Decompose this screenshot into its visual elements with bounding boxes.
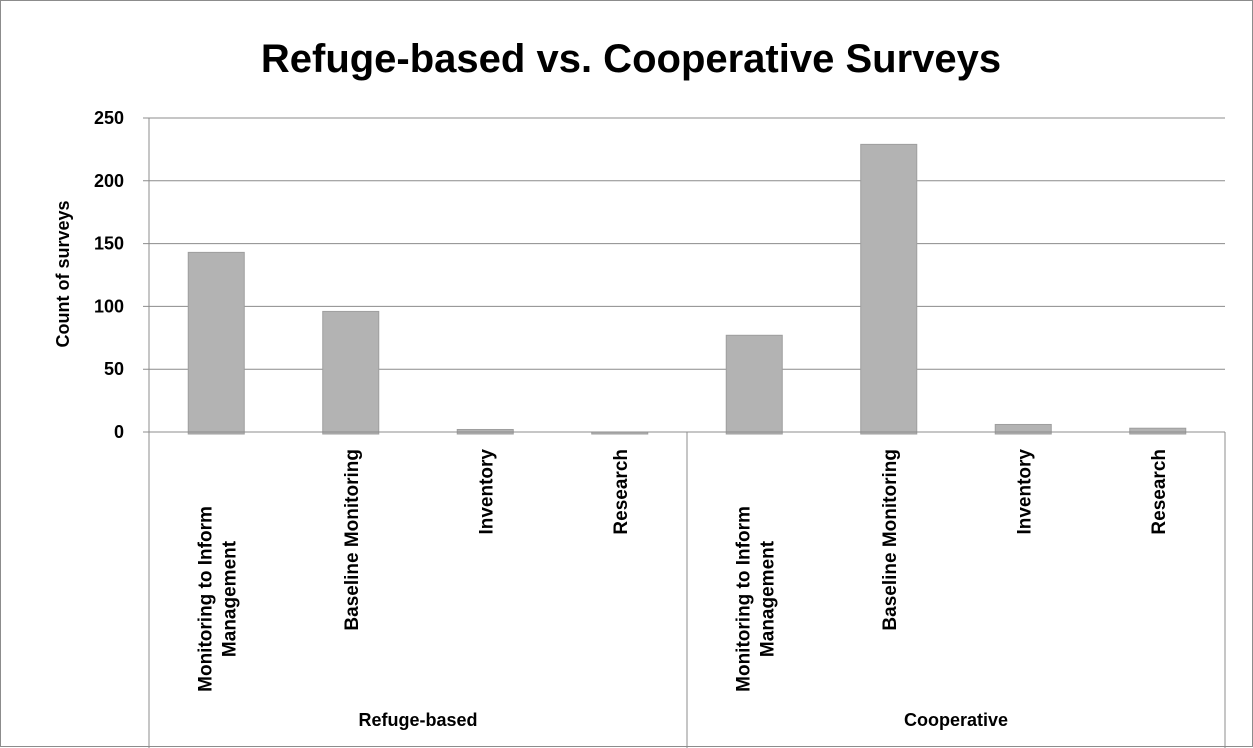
category-label: Monitoring to Inform Management — [733, 506, 778, 692]
category-label: Baseline Monitoring — [342, 449, 363, 631]
y-axis-ticks: 0 50 100 150 200 250 — [94, 108, 124, 442]
y-tick-label: 150 — [94, 234, 124, 254]
y-tick-label: 200 — [94, 171, 124, 191]
y-axis-label: Count of surveys — [53, 200, 73, 347]
gridlines — [143, 117, 1225, 433]
bar — [860, 143, 918, 435]
category-labels: Monitoring to Inform Management Baseline M… — [195, 449, 1170, 692]
y-tick-label: 100 — [94, 296, 124, 316]
category-label: Research — [611, 449, 632, 535]
bar — [1129, 427, 1187, 435]
category-label: Inventory — [1014, 449, 1035, 535]
bar — [994, 423, 1052, 435]
bar — [725, 334, 783, 435]
group-label: Cooperative — [904, 710, 1008, 730]
axes — [148, 118, 1226, 748]
bar — [322, 310, 380, 435]
bar — [187, 251, 245, 435]
category-label: Inventory — [476, 449, 497, 535]
bars — [187, 143, 1187, 435]
group-labels: Refuge-based Cooperative — [358, 710, 1008, 730]
category-label: Baseline Monitoring — [880, 449, 901, 631]
category-label: Research — [1149, 449, 1170, 535]
y-tick-label: 0 — [114, 422, 124, 442]
y-tick-label: 250 — [94, 108, 124, 128]
y-tick-label: 50 — [104, 359, 124, 379]
group-label: Refuge-based — [358, 710, 477, 730]
category-label: Monitoring to Inform Management — [195, 506, 240, 692]
chart-title: Refuge-based vs. Cooperative Surveys — [261, 37, 1001, 81]
